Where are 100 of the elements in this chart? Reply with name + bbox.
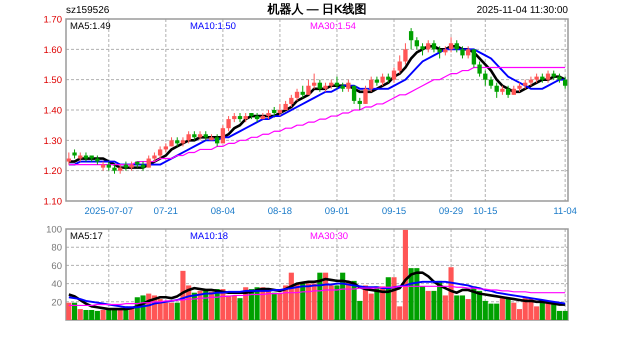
bar (100, 310, 106, 320)
candlestick (329, 79, 334, 90)
bar (174, 302, 180, 320)
bar (540, 302, 545, 320)
y-tick-label: 40 (51, 279, 62, 290)
x-tick-label: 2025-07-07 (84, 206, 134, 217)
candlestick (124, 161, 128, 172)
candlestick (369, 76, 374, 92)
candlestick (95, 155, 100, 166)
candlestick (318, 79, 322, 92)
candlestick (494, 82, 499, 98)
candlestick (175, 136, 180, 147)
candlestick (294, 88, 300, 102)
candlestick (215, 134, 220, 147)
candlestick (460, 46, 465, 59)
candlestick (204, 130, 208, 141)
candlestick (523, 79, 528, 90)
bar (72, 302, 78, 320)
candlestick (506, 85, 510, 98)
candlestick (414, 36, 419, 50)
candlestick (380, 73, 385, 86)
candlestick (232, 112, 236, 123)
bar (66, 302, 72, 320)
candlestick (100, 161, 106, 172)
y-tick-label: 1.70 (44, 14, 62, 26)
candlestick (483, 70, 488, 86)
candlestick (152, 152, 157, 162)
candlestick (358, 97, 362, 110)
candlestick (278, 103, 282, 117)
candlestick (443, 46, 448, 56)
candlestick (403, 42, 408, 65)
candlestick (512, 85, 516, 96)
candlestick (238, 112, 242, 123)
x-tick-label: 08-04 (210, 206, 236, 217)
text: MA30:1.54 (310, 21, 356, 32)
candlestick (300, 85, 305, 98)
candlestick (169, 136, 174, 147)
x-tick-label: 09-29 (438, 206, 464, 217)
text: MA10:18 (190, 231, 228, 242)
text: MA30:30 (310, 231, 348, 242)
candlestick (140, 161, 146, 172)
candlestick (272, 106, 276, 117)
bar (500, 298, 505, 320)
candlestick (289, 94, 294, 108)
y-tick-label: 1.20 (44, 166, 62, 178)
candlestick (323, 82, 328, 92)
y-tick-label: 100 (46, 224, 62, 236)
bar (237, 298, 243, 320)
candlestick (420, 42, 425, 56)
candlestick (112, 164, 117, 174)
candlestick (334, 76, 340, 90)
x-tick-label: 10-15 (473, 206, 498, 217)
candlestick (534, 73, 539, 84)
line-series (68, 286, 566, 306)
candlestick (363, 85, 368, 104)
candlestick (437, 46, 442, 59)
candlestick (146, 155, 151, 168)
y-tick-label: 1.50 (44, 75, 62, 86)
candlestick (106, 161, 111, 172)
y-tick-label: 1.60 (44, 44, 62, 56)
candlestick (118, 164, 122, 174)
candlestick (386, 73, 390, 84)
candlestick (78, 152, 82, 162)
candlestick (192, 130, 197, 141)
candlestick (472, 48, 476, 68)
bar (466, 299, 471, 320)
candlestick (186, 130, 191, 144)
candlestick (180, 136, 186, 147)
candlestick (528, 76, 534, 86)
candlestick (552, 70, 556, 80)
text: MA10:1.50 (190, 21, 236, 32)
candlestick (374, 76, 380, 86)
x-tick-label: 09-15 (382, 206, 406, 217)
candlestick (477, 60, 482, 78)
candlestick (220, 124, 226, 144)
candlestick (346, 79, 351, 92)
y-tick-label: 1.30 (44, 136, 62, 147)
candlestick (448, 36, 454, 53)
bar (545, 302, 551, 320)
bar (78, 309, 83, 320)
candlestick (266, 110, 271, 120)
candlestick (164, 142, 168, 153)
bar (300, 284, 306, 320)
x-tick-label: 11-04 (553, 206, 577, 217)
candlestick (392, 67, 396, 84)
y-tick-label: 20 (51, 297, 62, 308)
candlestick (312, 73, 316, 90)
y-tick-label: 60 (51, 260, 62, 272)
text: 2025-11-04 11:30:00 (476, 5, 568, 16)
y-tick-label: 80 (51, 242, 62, 254)
candlestick (562, 76, 568, 90)
candlestick (432, 40, 436, 53)
chart-title: 机器人 — 日K线图 (266, 2, 367, 16)
candlestick (546, 70, 550, 84)
candlestick (352, 85, 356, 104)
candlestick (408, 28, 414, 50)
candlestick (244, 112, 248, 123)
bar (426, 290, 431, 320)
bar (272, 292, 277, 320)
candlestick (454, 40, 459, 53)
